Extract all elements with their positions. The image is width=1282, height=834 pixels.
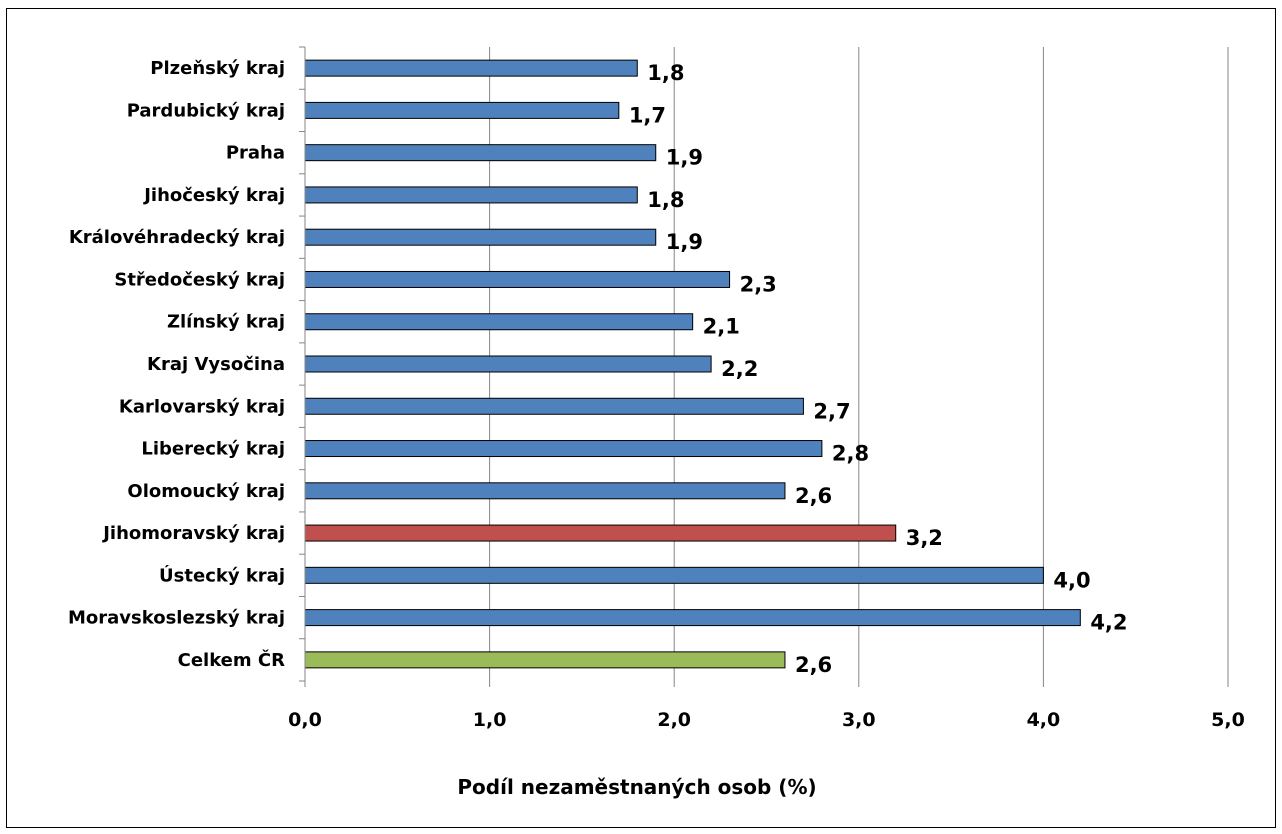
data-label: 1,9 [666, 230, 703, 254]
chart-frame: 0,0 1,0 2,0 3,0 4,0 5,0 Plzeňský kraj 1,8 Pardub… [6, 8, 1276, 828]
category-label: Středočeský kraj [114, 269, 285, 290]
bar [304, 566, 1044, 584]
bar [304, 355, 712, 373]
bar [304, 440, 823, 458]
data-label: 1,8 [647, 61, 684, 85]
data-label: 2,3 [740, 272, 777, 296]
bars [304, 59, 1081, 669]
category-label: Plzeňský kraj [150, 58, 285, 79]
x-tick-label: 1,0 [473, 709, 507, 731]
x-tick-label: 0,0 [288, 709, 322, 731]
bar [304, 270, 731, 288]
category-label: Pardubický kraj [127, 100, 285, 121]
category-label: Kraj Vysočina [147, 354, 285, 375]
data-label: 4,2 [1090, 611, 1127, 635]
data-label: 2,6 [795, 653, 832, 677]
x-tick-label: 3,0 [842, 709, 876, 731]
bar [304, 101, 620, 119]
x-tick-label: 2,0 [657, 709, 691, 731]
data-label: 2,8 [832, 442, 869, 466]
bar [304, 609, 1081, 627]
x-tick-label: 5,0 [1211, 709, 1245, 731]
category-label: Ústecký kraj [159, 564, 285, 586]
labels: 0,0 1,0 2,0 3,0 4,0 5,0 Plzeňský kraj 1,8 Pardub… [68, 58, 1245, 731]
category-label: Zlínský kraj [167, 312, 285, 333]
data-label: 2,2 [721, 357, 758, 381]
category-label: Královéhradecký kraj [69, 227, 285, 248]
bar [304, 313, 694, 331]
x-tick-label: 4,0 [1027, 709, 1061, 731]
bar [304, 651, 786, 669]
data-label: 1,8 [647, 188, 684, 212]
bar [304, 186, 638, 204]
category-label: Praha [226, 143, 285, 164]
data-label: 3,2 [906, 526, 943, 550]
bar [304, 524, 897, 542]
category-label: Liberecký kraj [141, 439, 285, 460]
category-label: Jihočeský kraj [142, 185, 285, 206]
category-label: Moravskoslezský kraj [68, 608, 285, 629]
category-label: Jihomoravský kraj [101, 523, 285, 544]
data-label: 2,1 [703, 315, 740, 339]
bar [304, 228, 657, 246]
bar [304, 397, 804, 415]
axes [299, 46, 1229, 687]
category-label: Olomoucký kraj [127, 481, 285, 502]
bar-chart: 0,0 1,0 2,0 3,0 4,0 5,0 Plzeňský kraj 1,8 Pardub… [68, 46, 1245, 799]
bar [304, 144, 657, 162]
data-label: 1,9 [666, 146, 703, 170]
bar [304, 59, 638, 77]
data-label: 2,6 [795, 484, 832, 508]
category-label: Celkem ČR [178, 649, 286, 671]
bar [304, 482, 786, 500]
data-label: 4,0 [1053, 568, 1090, 592]
category-label: Karlovarský kraj [119, 396, 285, 417]
data-label: 2,7 [813, 399, 850, 423]
data-label: 1,7 [629, 103, 666, 127]
x-axis-title: Podíl nezaměstnaných osob (%) [457, 775, 816, 799]
